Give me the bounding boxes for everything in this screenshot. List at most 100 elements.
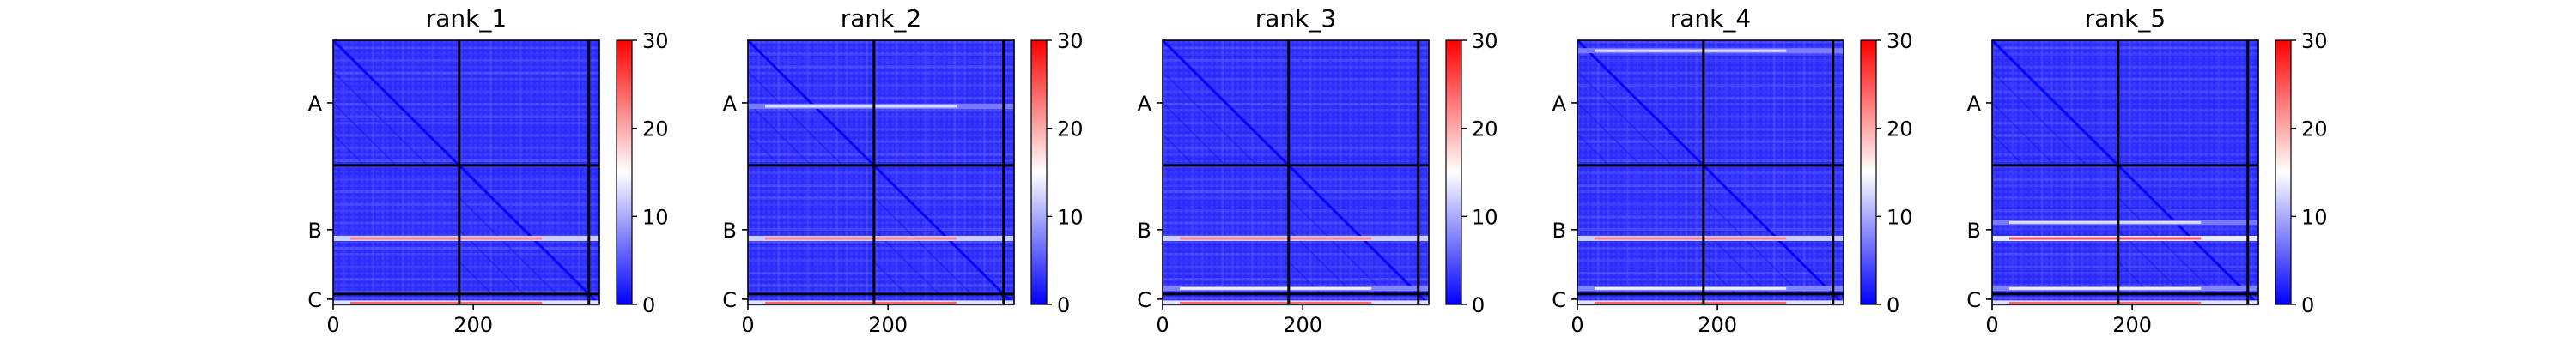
heatmap-offdiagonal: [332, 133, 366, 166]
axes-frame: [1577, 39, 1844, 305]
x-tick-label: 200: [868, 313, 908, 337]
y-tick-label: C: [1552, 288, 1566, 312]
y-tick-label: C: [1966, 288, 1981, 312]
colorbar-tick-label: 20: [1057, 117, 1084, 141]
colorbar: [1030, 39, 1048, 305]
heatmap-error-row-core: [1180, 237, 1372, 240]
colorbar-tick-label: 30: [1472, 29, 1498, 53]
panel-title: rank_1: [426, 4, 507, 33]
heatmap-error-row-core: [1595, 286, 1787, 290]
colorbar: [1445, 39, 1462, 305]
y-tick-label: B: [1967, 219, 1981, 243]
y-tick-label: B: [723, 219, 737, 243]
heatmap-diagonal: [1576, 39, 1845, 306]
heatmap-error-row-core: [2009, 286, 2202, 290]
colorbar: [616, 39, 633, 305]
heatmap-offdiagonal: [1991, 133, 2025, 166]
axes-frame: [1162, 39, 1430, 305]
heatmap-error-row-core: [765, 237, 957, 240]
panel-title: rank_4: [1670, 4, 1751, 33]
heatmap-offdiagonal: [1577, 70, 1673, 166]
x-tick-label: 200: [1283, 313, 1322, 337]
heatmap-offdiagonal: [332, 102, 397, 166]
colorbar-tick-label: 30: [642, 29, 669, 53]
panel-title: rank_3: [1255, 4, 1336, 33]
heatmap-offdiagonal: [873, 261, 908, 295]
heatmap-diagonal: [1161, 39, 1431, 306]
heatmap-offdiagonal: [459, 196, 557, 295]
heatmap-offdiagonal: [1703, 196, 1801, 295]
colorbar-tick-label: 0: [1886, 293, 1899, 317]
x-tick-label: 200: [453, 313, 493, 337]
heatmap-error-row-core: [2009, 301, 2202, 304]
heatmap-offdiagonal: [2117, 196, 2216, 295]
colorbar-tick-label: 10: [642, 205, 669, 229]
x-tick-label: 0: [741, 313, 754, 337]
heatmap-error-row-core: [1595, 49, 1787, 52]
colorbar-tick-label: 30: [1057, 29, 1084, 53]
y-tick-label: A: [1138, 92, 1152, 116]
heatmap-error-row-core: [2009, 220, 2202, 224]
y-tick-label: A: [723, 92, 738, 116]
colorbar-tick-label: 10: [2301, 205, 2328, 229]
heatmap-error-row-core: [1180, 286, 1372, 290]
x-tick-label: 200: [1698, 313, 1737, 337]
heatmap-error-row-core: [350, 301, 543, 304]
axes-frame: [747, 39, 1015, 305]
y-tick-label: B: [308, 219, 322, 243]
panel-title: rank_5: [2085, 4, 2166, 33]
colorbar-tick-label: 20: [2301, 117, 2328, 141]
heatmap-offdiagonal: [1162, 133, 1195, 166]
colorbar-tick-label: 0: [2301, 293, 2314, 317]
y-tick-label: A: [1552, 92, 1567, 116]
y-tick-label: B: [1138, 219, 1151, 243]
colorbar-tick-label: 0: [1472, 293, 1485, 317]
x-tick-label: 0: [1985, 313, 1998, 337]
colorbar-tick-label: 0: [1057, 293, 1070, 317]
heatmap-diagonal: [331, 39, 601, 306]
y-tick-label: C: [307, 288, 322, 312]
colorbar-tick-label: 10: [1472, 205, 1498, 229]
x-tick-label: 200: [2112, 313, 2152, 337]
colorbar-tick-label: 10: [1886, 205, 1913, 229]
y-tick-label: A: [1967, 92, 1982, 116]
heatmap-error-row-core: [350, 237, 543, 240]
heatmap-error-row-core: [2009, 237, 2202, 240]
x-tick-label: 0: [1156, 313, 1169, 337]
heatmap-error-row-core: [765, 105, 957, 108]
y-tick-label: A: [308, 92, 323, 116]
panel-title: rank_2: [841, 4, 921, 33]
colorbar-tick-label: 20: [1472, 117, 1498, 141]
heatmap-diagonal: [746, 39, 1016, 306]
heatmap-offdiagonal: [1991, 70, 2087, 166]
heatmap-offdiagonal: [1162, 70, 1258, 166]
heatmap-offdiagonal: [1577, 133, 1610, 166]
colorbar-tick-label: 10: [1057, 205, 1084, 229]
heatmap-error-row-core: [1595, 237, 1787, 240]
heatmap-offdiagonal: [459, 261, 493, 295]
x-tick-label: 0: [326, 313, 339, 337]
colorbar-tick-label: 30: [2301, 29, 2328, 53]
colorbar-tick-label: 0: [642, 293, 655, 317]
y-tick-label: C: [1137, 288, 1151, 312]
heatmap-diagonal: [1990, 39, 2260, 306]
colorbar: [1860, 39, 1877, 305]
colorbar-tick-label: 30: [1886, 29, 1913, 53]
heatmap-error-row-core: [1595, 301, 1787, 304]
heatmap-error-row-core: [1180, 301, 1372, 304]
axes-frame: [332, 39, 600, 305]
heatmap-offdiagonal: [332, 70, 428, 166]
y-tick-label: C: [722, 288, 737, 312]
heatmap-offdiagonal: [873, 196, 972, 295]
y-tick-label: B: [1552, 219, 1566, 243]
heatmap-offdiagonal: [1991, 102, 2056, 166]
heatmap-error-row-core: [765, 301, 957, 304]
colorbar-tick-label: 20: [1886, 117, 1913, 141]
colorbar: [2275, 39, 2292, 305]
